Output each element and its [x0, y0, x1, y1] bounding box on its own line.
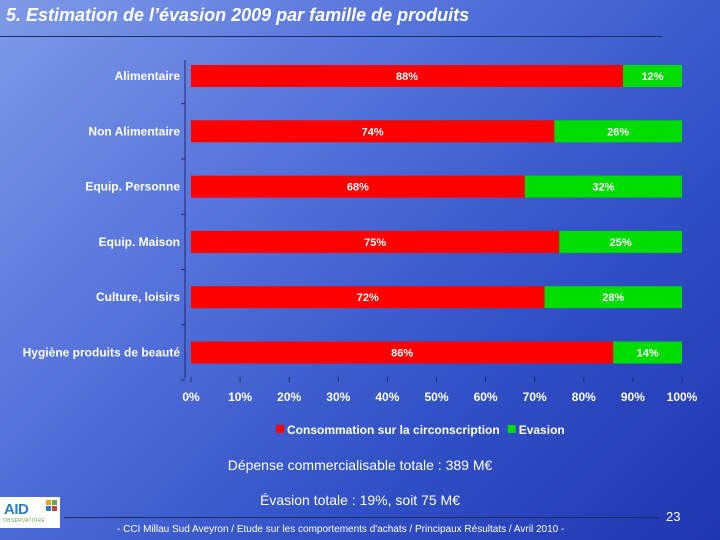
x-tick-label: 60% [474, 390, 498, 404]
bar-label-evasion: 25% [610, 237, 632, 249]
bar-evasion [544, 286, 682, 309]
bar-evasion [613, 341, 682, 364]
legend-swatch-consommation [276, 425, 284, 433]
category-label: Culture, loisirs [96, 290, 180, 304]
aid-logo: AID OBSERVATOIRE [0, 497, 60, 528]
logo-subtext: OBSERVATOIRE [3, 518, 46, 524]
legend-label-evasion: Evasion [519, 423, 565, 437]
x-tick-label: 10% [228, 390, 252, 404]
bar-evasion [554, 120, 682, 143]
bar-evasion [623, 65, 682, 87]
bar-label-evasion: 26% [607, 126, 629, 138]
bar-label-evasion: 32% [592, 182, 614, 194]
logo-text: AID [4, 501, 29, 518]
bar-consommation [191, 65, 624, 87]
bar-evasion [524, 175, 682, 198]
bar-label-consommation: 74% [362, 126, 384, 138]
x-tick-label: 30% [326, 390, 350, 404]
bar-label-consommation: 72% [357, 292, 379, 304]
category-label: Hygiène produits de beauté [23, 346, 181, 360]
footer-divider [64, 517, 659, 518]
bar-consommation [191, 286, 545, 309]
legend-swatch-evasion [507, 425, 516, 433]
x-tick-label: 40% [375, 390, 399, 404]
page-number: 23 [666, 509, 681, 524]
x-tick-label: 90% [621, 390, 645, 404]
x-tick-label: 70% [523, 390, 547, 404]
title-divider [0, 36, 662, 37]
bar-consommation [191, 230, 560, 253]
bar-label-evasion: 14% [637, 348, 659, 360]
category-label: Equip. Personne [85, 180, 180, 194]
bar-consommation [191, 175, 525, 198]
category-label: Equip. Maison [99, 235, 180, 249]
x-tick-label: 0% [182, 390, 200, 404]
depense-text: Dépense commercialisable totale : 389 M€ [227, 457, 493, 473]
footer-text: - CCI Millau Sud Aveyron / Etude sur les… [117, 524, 565, 535]
x-tick-label: 20% [277, 390, 301, 404]
bar-label-consommation: 88% [396, 71, 418, 83]
slide-title: 5. Estimation de l’évasion 2009 par fami… [6, 5, 470, 25]
x-tick-label: 50% [424, 390, 448, 404]
bar-label-consommation: 75% [364, 237, 386, 249]
bar-consommation [191, 341, 614, 364]
bar-label-consommation: 68% [347, 182, 369, 194]
x-tick-label: 100% [667, 390, 698, 404]
bar-evasion [559, 230, 682, 253]
bar-label-consommation: 86% [391, 348, 413, 360]
bar-consommation [191, 120, 555, 143]
category-label: Non Alimentaire [88, 124, 180, 138]
bar-label-evasion: 28% [602, 292, 624, 304]
x-tick-label: 80% [572, 390, 596, 404]
bar-label-evasion: 12% [642, 71, 664, 83]
evasion-total-text: Évasion totale : 19%, soit 75 M€ [260, 492, 460, 508]
category-label: Alimentaire [115, 69, 181, 83]
legend-label-consommation: Consommation sur la circonscription [287, 423, 500, 437]
